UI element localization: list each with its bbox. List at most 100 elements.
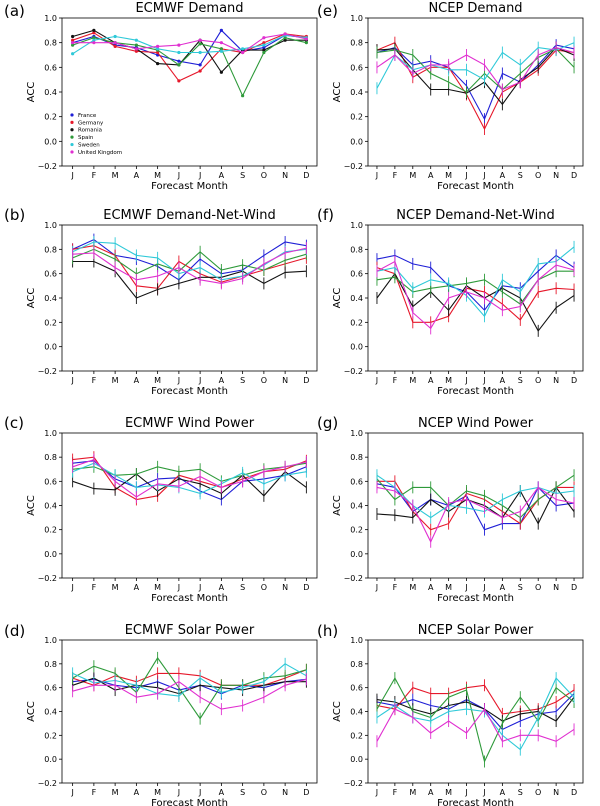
x-tick-label: N: [553, 171, 559, 180]
chart-panel: (g) NCEP Wind Power −0.2 0.0 0.2 0.4 0.6 0.8 1.0…: [317, 414, 584, 604]
panel-label: (d): [4, 622, 25, 640]
data-point: [92, 36, 96, 40]
y-tick-label: 0.6: [350, 63, 363, 72]
y-tick-label: −0.2: [344, 574, 363, 583]
x-tick-label: N: [553, 583, 559, 592]
legend-marker: [70, 142, 74, 147]
data-point: [219, 70, 223, 74]
y-tick-label: 1.0: [350, 429, 363, 438]
data-point: [198, 63, 202, 67]
data-point: [134, 43, 138, 47]
data-point: [113, 41, 117, 45]
x-tick-label: A: [134, 171, 140, 180]
series-line: [377, 480, 574, 531]
x-tick-label: D: [303, 171, 309, 180]
x-tick-label: J: [198, 376, 201, 385]
plot-frame: [61, 639, 318, 784]
x-tick-label: M: [154, 788, 161, 797]
x-tick-label: J: [70, 171, 73, 180]
y-tick-label: 0.0: [44, 343, 57, 352]
chart-title: NCEP Demand: [428, 1, 522, 16]
data-point: [262, 36, 266, 40]
x-tick-label: D: [303, 788, 309, 797]
data-point: [156, 44, 160, 48]
x-tick-label: M: [409, 376, 416, 385]
data-point: [198, 50, 202, 55]
y-tick-label: 0.8: [44, 39, 57, 48]
data-point: [262, 48, 266, 52]
x-tick-label: A: [428, 583, 434, 592]
x-tick-label: A: [134, 788, 140, 797]
x-tick-label: M: [112, 171, 119, 180]
y-axis-label: ACC: [332, 495, 343, 516]
x-tick-label: F: [393, 583, 398, 592]
x-tick-label: J: [482, 171, 485, 180]
y-tick-label: 0.0: [44, 137, 57, 146]
x-tick-label: S: [240, 171, 245, 180]
x-tick-label: N: [282, 376, 288, 385]
x-axis-label: Forecast Month: [151, 181, 228, 192]
data-point: [283, 32, 287, 36]
x-tick-label: J: [375, 583, 378, 592]
legend-marker: [70, 120, 74, 124]
chart-panel: (b) ECMWF Demand-Net-Wind −0.2 0.0 0.2 0.4 0.6…: [4, 206, 318, 397]
x-tick-label: J: [464, 788, 467, 797]
x-tick-label: M: [409, 788, 416, 797]
x-tick-label: F: [393, 171, 398, 180]
series-line: [376, 41, 575, 131]
y-tick-label: 1.0: [350, 14, 363, 23]
data-point: [113, 44, 117, 48]
x-tick-label: A: [500, 788, 506, 797]
data-point: [219, 28, 223, 32]
x-tick-label: J: [198, 583, 201, 592]
y-tick-label: −0.2: [38, 779, 57, 788]
x-axis-label: Forecast Month: [437, 181, 514, 192]
y-tick-label: 0.6: [44, 63, 57, 72]
x-tick-label: J: [177, 583, 180, 592]
data-point: [71, 34, 75, 39]
x-tick-label: J: [177, 788, 180, 797]
y-tick-label: 0.4: [44, 294, 57, 303]
plot-frame: [61, 432, 318, 579]
legend-marker: [70, 135, 74, 139]
chart-title: NCEP Demand-Net-Wind: [396, 208, 554, 223]
x-tick-label: A: [219, 788, 225, 797]
x-tick-label: F: [92, 583, 97, 592]
data-point: [219, 41, 223, 45]
series-line: [376, 696, 575, 722]
x-tick-label: N: [282, 171, 288, 180]
series-line: [72, 260, 307, 299]
x-tick-label: N: [282, 788, 288, 797]
y-tick-label: 0.0: [350, 550, 363, 559]
data-point: [219, 49, 223, 53]
x-tick-label: S: [518, 376, 523, 385]
x-tick-label: M: [154, 583, 161, 592]
x-tick-label: N: [553, 788, 559, 797]
data-point: [113, 34, 117, 39]
y-tick-label: 0.2: [350, 731, 363, 740]
y-tick-label: 1.0: [350, 636, 363, 645]
y-tick-label: 0.0: [350, 343, 363, 352]
x-tick-label: S: [240, 583, 245, 592]
y-tick-label: 0.4: [44, 88, 57, 97]
chart-title: ECMWF Demand: [135, 1, 243, 16]
x-tick-label: O: [535, 171, 541, 180]
series-line: [376, 46, 575, 106]
data-point: [262, 43, 266, 47]
y-axis-label: ACC: [26, 495, 37, 516]
y-tick-label: 0.0: [44, 755, 57, 764]
x-tick-label: J: [70, 583, 73, 592]
y-tick-label: 0.8: [44, 660, 57, 669]
y-tick-label: 0.2: [44, 113, 57, 122]
data-point: [134, 47, 138, 51]
series-line: [72, 678, 307, 710]
y-axis-label: ACC: [332, 82, 343, 103]
legend-label: France: [78, 113, 97, 119]
data-point: [262, 46, 266, 50]
series-line: [72, 248, 307, 275]
y-tick-label: −0.2: [344, 779, 363, 788]
data-point: [92, 28, 96, 32]
panel-label: (b): [4, 206, 25, 224]
data-point: [304, 41, 308, 45]
y-tick-label: 0.2: [44, 318, 57, 327]
